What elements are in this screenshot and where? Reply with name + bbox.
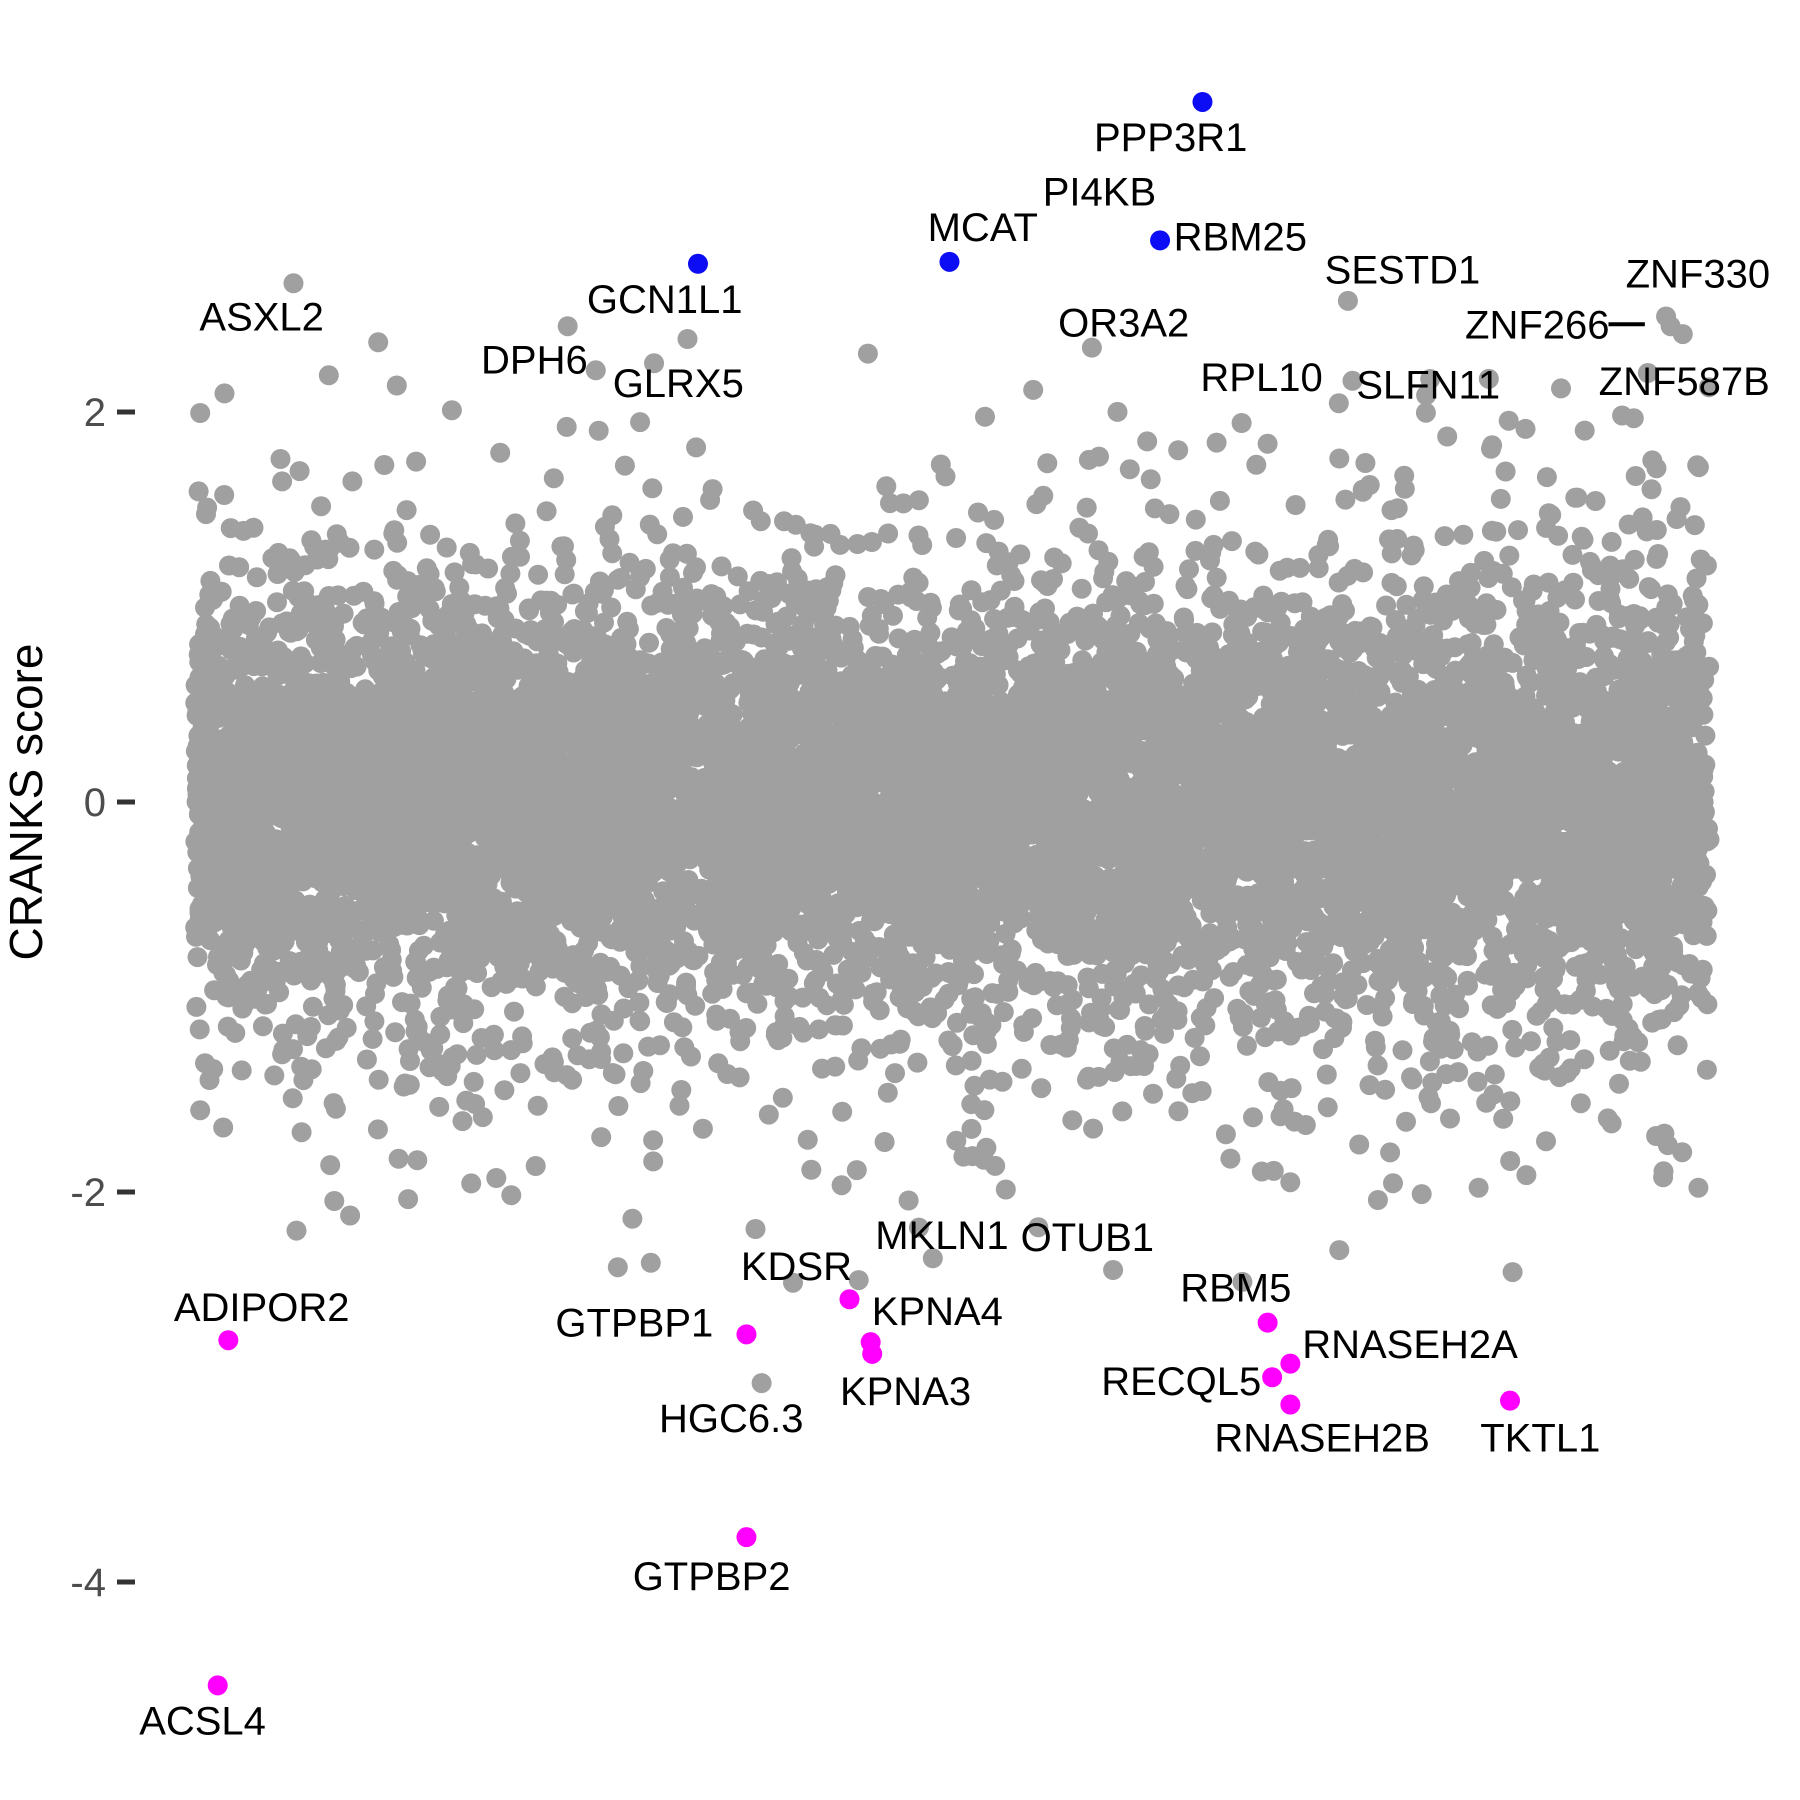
- gene-label-adipor2: ADIPOR2: [174, 1286, 350, 1330]
- gene-point-recql5: [1262, 1367, 1283, 1388]
- gene-point-ppp3r1: [1192, 91, 1213, 112]
- gene-point-rpl10: [1342, 370, 1363, 391]
- gene-point-sestd1: [1337, 290, 1358, 311]
- highlighted-points: [207, 91, 1681, 1696]
- gene-label-gtpbp2: GTPBP2: [633, 1555, 791, 1599]
- gene-point-asxl2: [283, 273, 304, 294]
- gene-point-mkln1: [922, 1248, 943, 1269]
- background-points: [185, 324, 1720, 1293]
- gene-point-kdsr: [839, 1289, 860, 1310]
- gene-label-sestd1: SESTD1: [1325, 249, 1481, 293]
- y-tick-label: -4: [70, 1561, 106, 1605]
- gene-label-slfn11: SLFN11: [1356, 364, 1500, 408]
- gene-point-gtpbp1: [736, 1324, 757, 1345]
- gene-label-acsl4: ACSL4: [139, 1699, 266, 1743]
- gene-label-mkln1: MKLN1: [875, 1214, 1008, 1258]
- gene-label-gcn1l1: GCN1L1: [587, 278, 743, 322]
- gene-point-gcn1l1: [687, 253, 708, 274]
- gene-label-pi4kb: PI4KB: [1043, 171, 1156, 215]
- gene-point-rbm5: [1257, 1312, 1278, 1333]
- gene-point-glrx5: [644, 353, 665, 374]
- gene-label-rbm5: RBM5: [1180, 1267, 1291, 1311]
- gene-label-gtpbp1: GTPBP1: [555, 1302, 713, 1346]
- gene-point-hgc6.3: [751, 1373, 772, 1394]
- gene-label-recql5: RECQL5: [1101, 1360, 1261, 1404]
- gene-point-rbm25: [1150, 230, 1171, 251]
- gene-point-mcat: [939, 251, 960, 272]
- gene-point-or3a2: [1081, 337, 1102, 358]
- y-axis-ticks: 2 0 -2 -4: [70, 391, 135, 1605]
- gene-label-rnaseh2b: RNASEH2B: [1214, 1417, 1430, 1461]
- gene-label-kpna3: KPNA3: [840, 1370, 971, 1414]
- gene-label-otub1: OTUB1: [1021, 1216, 1154, 1260]
- gene-label-znf266: ZNF266: [1465, 303, 1610, 347]
- gene-point-kpna3: [862, 1343, 883, 1364]
- y-tick-label: 2: [84, 391, 106, 435]
- gene-label-kdsr: KDSR: [741, 1245, 852, 1289]
- gene-label-znf330: ZNF330: [1626, 253, 1771, 297]
- gene-point-znf330: [1656, 306, 1677, 327]
- gene-label-rpl10: RPL10: [1200, 356, 1322, 400]
- gene-label-glrx5: GLRX5: [613, 362, 744, 406]
- gene-label-asxl2: ASXL2: [199, 295, 324, 339]
- gene-point-otub1: [1103, 1260, 1124, 1280]
- gene-point-adipor2: [218, 1330, 239, 1351]
- y-tick-label: -2: [70, 1171, 106, 1215]
- gene-point-rnaseh2b: [1280, 1394, 1301, 1415]
- gene-label-or3a2: OR3A2: [1058, 301, 1189, 345]
- gene-point-acsl4: [207, 1675, 228, 1696]
- gene-point-rnaseh2a: [1280, 1353, 1301, 1374]
- gene-label-rnaseh2a: RNASEH2A: [1302, 1323, 1518, 1367]
- gene-point-dph6: [557, 316, 578, 337]
- gene-point-znf587b: [1637, 363, 1658, 383]
- gene-label-tktl1: TKTL1: [1480, 1417, 1600, 1461]
- gene-point-tktl1: [1500, 1390, 1521, 1411]
- y-axis-title: CRANKS score: [0, 644, 52, 961]
- gene-label-rbm25: RBM25: [1174, 216, 1307, 260]
- gene-label-znf587b: ZNF587B: [1599, 360, 1770, 404]
- gene-label-kpna4: KPNA4: [872, 1290, 1003, 1334]
- y-axis: CRANKS score 2 0 -2 -4: [0, 391, 135, 1605]
- gene-label-ppp3r1: PPP3R1: [1094, 116, 1247, 160]
- y-tick-label: 0: [84, 781, 106, 825]
- gene-label-dph6: DPH6: [481, 338, 588, 382]
- gene-label-hgc6.3: HGC6.3: [659, 1397, 804, 1441]
- gene-label-mcat: MCAT: [928, 206, 1038, 250]
- gene-point-slfn11: [1478, 368, 1499, 389]
- gene-point-gtpbp2: [736, 1527, 757, 1548]
